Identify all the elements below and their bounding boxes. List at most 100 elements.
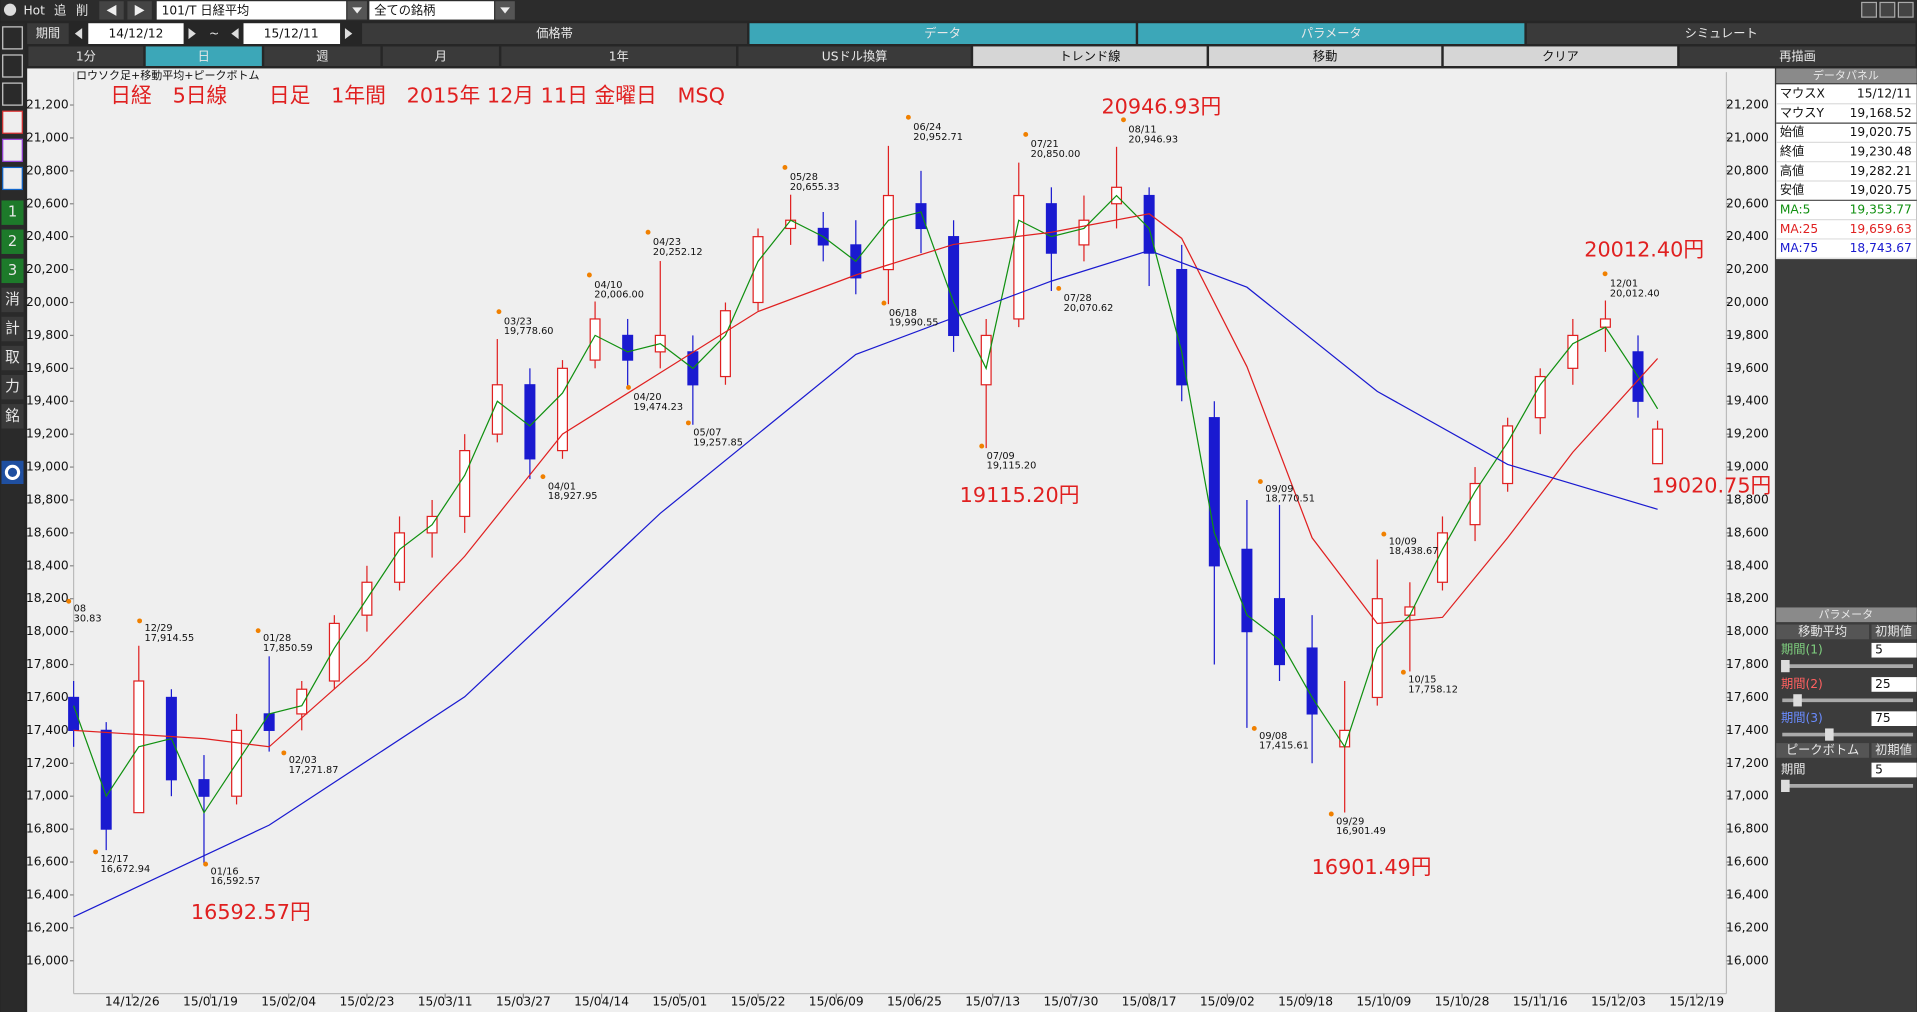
peak-price: 30.83: [74, 613, 102, 624]
period-separator: ~: [209, 27, 219, 41]
param-default-button[interactable]: [1871, 624, 1917, 640]
tab[interactable]: [1138, 23, 1525, 44]
tool-button[interactable]: [1, 316, 24, 342]
candle-body: [394, 532, 406, 583]
candle-body: [1013, 194, 1025, 320]
peak-price: 18,770.51: [1265, 494, 1315, 505]
delete-button[interactable]: 削: [76, 3, 88, 17]
universe-box[interactable]: [369, 1, 495, 20]
y-tick-label: 20,600: [1726, 196, 1769, 210]
price-annotation: 20946.93円: [1101, 95, 1221, 119]
peak-price: 19,990.55: [889, 318, 939, 329]
x-tick-label: 15/05/01: [652, 995, 707, 1009]
candle-body: [328, 622, 340, 682]
timeframe-button[interactable]: [501, 46, 737, 66]
tool-icon[interactable]: [2, 26, 23, 50]
peak-date: 07/21: [1031, 139, 1059, 150]
peak-date: 05/28: [790, 172, 818, 183]
timeframe-button[interactable]: [1209, 46, 1442, 66]
peak-date: 12/29: [144, 623, 172, 634]
slider-knob[interactable]: [1781, 660, 1790, 673]
tool-button[interactable]: [1, 200, 24, 225]
y-tick-label: 19,600: [26, 361, 69, 375]
peak-dot: [66, 598, 72, 604]
tab[interactable]: [362, 23, 748, 44]
tab[interactable]: [1526, 23, 1916, 44]
peak-dot: [281, 750, 287, 756]
y-tick-label: 19,200: [26, 427, 69, 441]
peak-price: 20,006.00: [594, 290, 644, 301]
peak-date: 10/09: [1389, 536, 1417, 547]
timeframe-button[interactable]: [264, 46, 381, 66]
hot-button[interactable]: Hot: [24, 3, 46, 17]
data-value: 19,020.75: [1850, 183, 1912, 197]
tool-button[interactable]: [1, 374, 24, 400]
maximize-button[interactable]: [1879, 1, 1896, 18]
tool-icon[interactable]: [2, 82, 23, 106]
tool-button[interactable]: [1, 258, 24, 284]
tool-icon[interactable]: [2, 110, 23, 134]
param-input[interactable]: [1871, 677, 1917, 692]
symbol-box[interactable]: [156, 1, 347, 20]
timeframe-button[interactable]: [738, 46, 971, 66]
param-input[interactable]: [1871, 642, 1917, 658]
timeframe-label: 週: [316, 49, 328, 63]
x-tick-label: 15/10/28: [1435, 995, 1490, 1009]
param-input[interactable]: [1871, 762, 1917, 778]
timeframe-button[interactable]: [973, 46, 1207, 66]
timeframe-button[interactable]: [1679, 46, 1916, 66]
tool-icon[interactable]: [2, 138, 23, 162]
slider-knob[interactable]: [1793, 694, 1802, 707]
tab[interactable]: [749, 23, 1136, 44]
tool-button[interactable]: [1, 229, 24, 254]
moving-average-line: [73, 249, 1658, 918]
timeframe-label: クリア: [1542, 49, 1579, 63]
tool-icon[interactable]: [2, 166, 23, 191]
candle-body: [622, 334, 634, 361]
timeframe-button[interactable]: [382, 46, 499, 66]
tool-button[interactable]: [1, 345, 24, 371]
y-tick-label: 19,600: [1726, 361, 1769, 375]
timeframe-button[interactable]: [28, 46, 144, 66]
add-button[interactable]: 追: [54, 3, 66, 18]
timeframe-button[interactable]: [1443, 46, 1678, 66]
timeframe-label: 移動: [1313, 49, 1337, 63]
from-date-box[interactable]: [88, 23, 184, 44]
peak-dot: [685, 420, 691, 426]
param-input[interactable]: [1871, 711, 1917, 726]
data-value: 19,230.48: [1850, 145, 1912, 159]
slider-knob[interactable]: [1825, 728, 1834, 741]
slider-knob[interactable]: [1781, 779, 1790, 792]
x-tick-label: 15/07/30: [1043, 995, 1098, 1009]
x-tick-label: 15/08/17: [1122, 995, 1177, 1009]
y-tick-label: 21,200: [1726, 98, 1769, 112]
peak-dot: [1400, 669, 1406, 675]
minimize-button[interactable]: [1861, 1, 1877, 18]
next-arrow: [134, 4, 145, 16]
timeframe-button[interactable]: [145, 46, 262, 66]
y-tick-label: 20,600: [26, 196, 69, 210]
peak-dot: [1056, 286, 1062, 291]
y-tick-label: 18,800: [26, 492, 69, 506]
param-label: 期間(2): [1781, 677, 1823, 691]
peak-price: 17,415.61: [1259, 741, 1309, 752]
peak-price: 17,850.59: [263, 643, 313, 654]
param-label: 期間: [1781, 763, 1805, 777]
tool-button[interactable]: [1, 404, 24, 429]
param-default-button[interactable]: [1871, 743, 1917, 758]
tool-icon[interactable]: [2, 54, 23, 78]
timeframe-label: 1年: [609, 49, 629, 63]
candle-body: [1652, 428, 1664, 465]
x-tick-label: 15/09/18: [1278, 995, 1333, 1009]
param-subheader: [1776, 624, 1870, 640]
peak-dot: [881, 300, 887, 306]
to-date-box[interactable]: [243, 23, 341, 44]
x-tick-label: 15/09/02: [1200, 995, 1255, 1009]
param-subheader-label: ピークボトム: [1786, 743, 1859, 757]
tool-button[interactable]: [1, 287, 24, 313]
settings-button[interactable]: [1, 460, 24, 484]
peak-date: 05/07: [693, 428, 721, 439]
candle-body: [1534, 375, 1546, 419]
tool-label: 3: [8, 262, 17, 279]
close-button[interactable]: [1897, 1, 1914, 18]
